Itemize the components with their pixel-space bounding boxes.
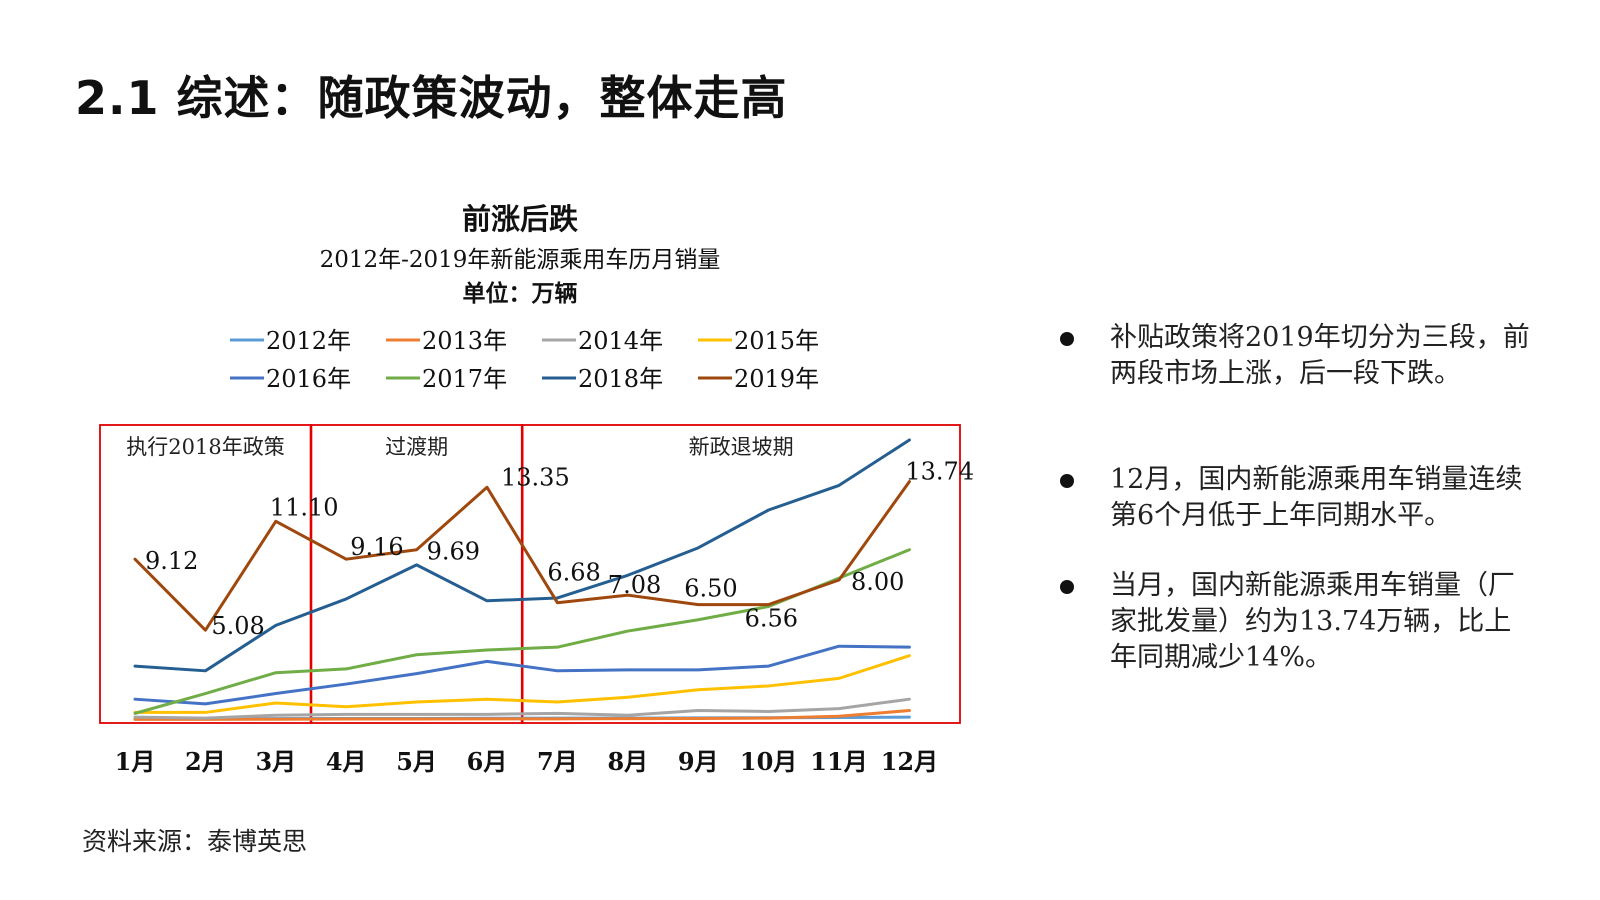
x-tick-label: 11月: [810, 747, 867, 776]
bullet-dot-icon: [1060, 474, 1074, 488]
period-box: [99, 424, 312, 724]
chart-subtitle: 2012年-2019年新能源乘用车历月销量: [319, 247, 721, 273]
x-tick-label: 12月: [881, 747, 938, 776]
data-label: 6.68: [547, 559, 600, 587]
series-line-2015年: [133, 654, 911, 714]
legend-label: 2018年: [578, 365, 663, 393]
slide-title: 2.1 综述：随政策波动，整体走高: [75, 71, 788, 125]
data-label: 9.12: [145, 547, 198, 575]
bullet-text: 当月，国内新能源乘用车销量（厂家批发量）约为13.74万辆，比上年同期减少14%…: [1110, 570, 1515, 673]
bullet-dot-icon: [1060, 332, 1074, 346]
data-label: 13.74: [905, 458, 974, 486]
legend-label: 2012年: [266, 327, 351, 355]
chart-unit: 单位：万辆: [462, 280, 578, 307]
chart-title: 前涨后跌: [461, 202, 578, 236]
source-note: 资料来源：泰博英思: [82, 827, 308, 856]
x-tick-label: 7月: [537, 747, 578, 776]
data-label: 7.08: [608, 571, 661, 599]
bullet-text: 12月，国内新能源乘用车销量连续第6个月低于上年同期水平。: [1110, 464, 1523, 531]
x-tick-label: 1月: [115, 747, 156, 776]
legend-label: 2013年: [422, 327, 507, 355]
x-tick-label: 6月: [467, 747, 508, 776]
period-label: 过渡期: [385, 435, 448, 459]
data-label: 9.16: [350, 533, 403, 561]
period-box: [310, 424, 524, 724]
series-line-2014年: [133, 697, 911, 720]
x-tick-label: 3月: [255, 747, 296, 776]
sales-line-chart: 2012年 2013年 2014年 2015年 2016年 2017年 2018年 2019年…: [99, 327, 974, 776]
x-tick-label: 9月: [678, 747, 719, 776]
x-tick-label: 5月: [396, 747, 437, 776]
legend-label: 2015年: [734, 327, 819, 355]
period-label: 执行2018年政策: [126, 435, 284, 459]
x-tick-label: 8月: [607, 747, 648, 776]
legend-label: 2017年: [422, 365, 507, 393]
data-label: 9.69: [427, 538, 480, 566]
bullet-text: 补贴政策将2019年切分为三段，前两段市场上涨，后一段下跌。: [1110, 322, 1530, 389]
bullet-dot-icon: [1060, 580, 1074, 594]
legend-label: 2016年: [266, 365, 351, 393]
data-label: 8.00: [851, 568, 904, 596]
legend-label: 2019年: [734, 365, 819, 393]
data-label: 13.35: [501, 463, 570, 491]
data-label: 6.50: [684, 575, 737, 603]
x-tick-label: 2月: [185, 747, 226, 776]
period-label: 新政退坡期: [689, 435, 794, 459]
series-line-2016年: [133, 644, 911, 706]
series-line-2013年: [133, 709, 911, 721]
x-tick-label: 4月: [326, 747, 367, 776]
data-label: 11.10: [270, 493, 339, 521]
legend-label: 2014年: [578, 327, 663, 355]
data-label: 6.56: [745, 605, 798, 633]
series-line-2018年: [133, 438, 911, 673]
data-label: 5.08: [211, 612, 264, 640]
series-line-2019年: [133, 480, 911, 632]
x-tick-label: 10月: [740, 747, 797, 776]
